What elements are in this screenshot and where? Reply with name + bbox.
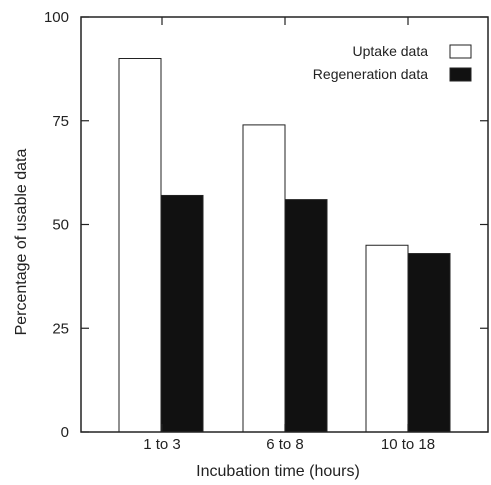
y-tick-label-25: 25 — [52, 320, 69, 337]
y-tick-label-75: 75 — [52, 113, 69, 130]
y-tick-label-100: 100 — [44, 9, 69, 26]
bar-regeneration-2 — [284, 199, 328, 433]
plot-area: 0 25 50 75 100 1 to 3 6 to 8 10 to 18 Uptake dat… — [44, 9, 489, 453]
bar-regeneration-1 — [160, 194, 204, 433]
x-tick-label-1: 1 to 3 — [143, 436, 181, 453]
legend-swatch-regeneration — [449, 67, 472, 82]
bar-regeneration-3 — [407, 253, 451, 433]
bar-uptake-3 — [365, 244, 409, 433]
bar-uptake-1 — [118, 58, 162, 433]
legend-label-uptake: Uptake data — [353, 43, 429, 59]
legend-swatch-uptake — [449, 44, 472, 59]
y-axis-title: Percentage of usable data — [13, 149, 30, 336]
y-tick-label-50: 50 — [52, 217, 69, 234]
x-tick-label-3: 10 to 18 — [381, 436, 435, 453]
y-tick-label-0: 0 — [61, 424, 69, 441]
legend-label-regeneration: Regeneration data — [313, 66, 428, 82]
x-axis-title: Incubation time (hours) — [196, 463, 360, 480]
x-tick-label-2: 6 to 8 — [266, 436, 304, 453]
bar-uptake-2 — [242, 124, 286, 433]
